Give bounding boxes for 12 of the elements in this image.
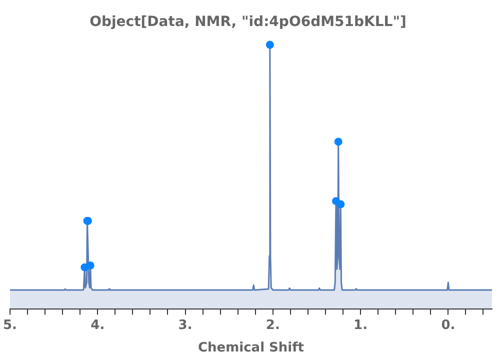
x-tick-label: 4. xyxy=(90,318,105,333)
x-tick-label: 3. xyxy=(178,318,192,333)
x-tick-label: 2. xyxy=(266,318,280,333)
x-tick-label: 1. xyxy=(354,318,368,333)
point xyxy=(336,200,345,208)
x-axis-title: Chemical Shift xyxy=(198,340,304,356)
x-tick-label: 0. xyxy=(441,318,456,333)
point xyxy=(266,40,274,49)
point xyxy=(86,262,94,270)
point xyxy=(334,138,342,146)
chart-title: Object[Data, NMR, "id:4pO6dM51bKLL"] xyxy=(90,14,406,30)
x-tick-label: 5. xyxy=(3,318,17,333)
